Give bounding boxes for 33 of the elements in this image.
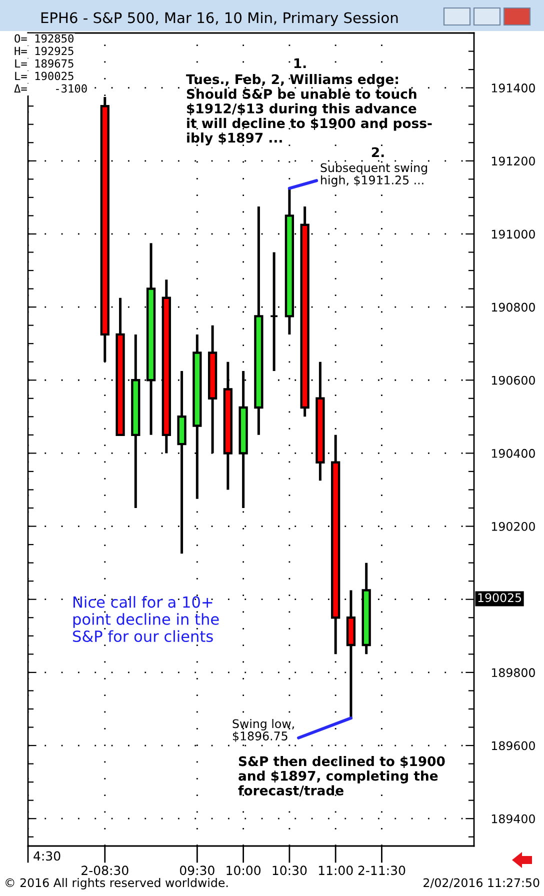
annotation: L= 190025: [15, 72, 74, 80]
y-tick-label: 189800: [492, 668, 535, 678]
y-tick-label: 190400: [492, 448, 535, 458]
x-tick-label: 09:30: [180, 866, 214, 876]
x-tick-label: 11:00: [318, 866, 353, 876]
text: 2/02/2016 11:27:50: [424, 878, 540, 888]
annotation: Δ= -3100: [14, 84, 87, 93]
annotation: H= 192925: [14, 46, 74, 56]
y-tick-label: 189600: [492, 741, 535, 750]
chart-title: EPH6 - S&P 500, Mar 16, 10 Min, Primary Session: [41, 12, 398, 26]
annotation: S&P then declined to $1900 and $1897, completing the forecast/trade: [238, 756, 445, 796]
annotation: Swing low, $1896.75: [232, 719, 294, 742]
y-tick-label: 191200: [492, 156, 535, 166]
annotation: Tues., Feb, 2, Williams edge: Should S&P be unable to touch $1912/$13 during this advance it will decline to $1900 and poss- ibly $1897 ...: [186, 74, 432, 146]
annotation: O= 192850: [14, 34, 74, 43]
y-tick-label: 190800: [492, 302, 535, 312]
text: 190025: [478, 593, 522, 602]
annotation: 2.: [372, 147, 384, 158]
y-tick-label: 191000: [492, 230, 535, 239]
x-tick-label: 10:00: [226, 866, 260, 876]
annotation: Nice call for a 10+ point decline in the S&P for our clients: [73, 596, 219, 642]
y-tick-label: 191400: [492, 84, 535, 92]
text: 4:30: [34, 851, 60, 861]
text: © 2016 All rights reserved worldwide.: [6, 878, 228, 890]
y-tick-label: 190600: [492, 376, 535, 385]
annotation: 1.: [294, 58, 306, 68]
y-tick-label: 189400: [492, 814, 535, 824]
x-tick-label: 2-11:30: [358, 866, 406, 876]
x-tick-label: 10:30: [272, 866, 307, 876]
y-tick-label: 190200: [492, 522, 535, 531]
annotation: L= 189675: [15, 59, 74, 68]
annotation: Subsequent swing high, $1911.25 ...: [320, 163, 427, 187]
x-tick-label: 2-08:30: [82, 866, 128, 876]
